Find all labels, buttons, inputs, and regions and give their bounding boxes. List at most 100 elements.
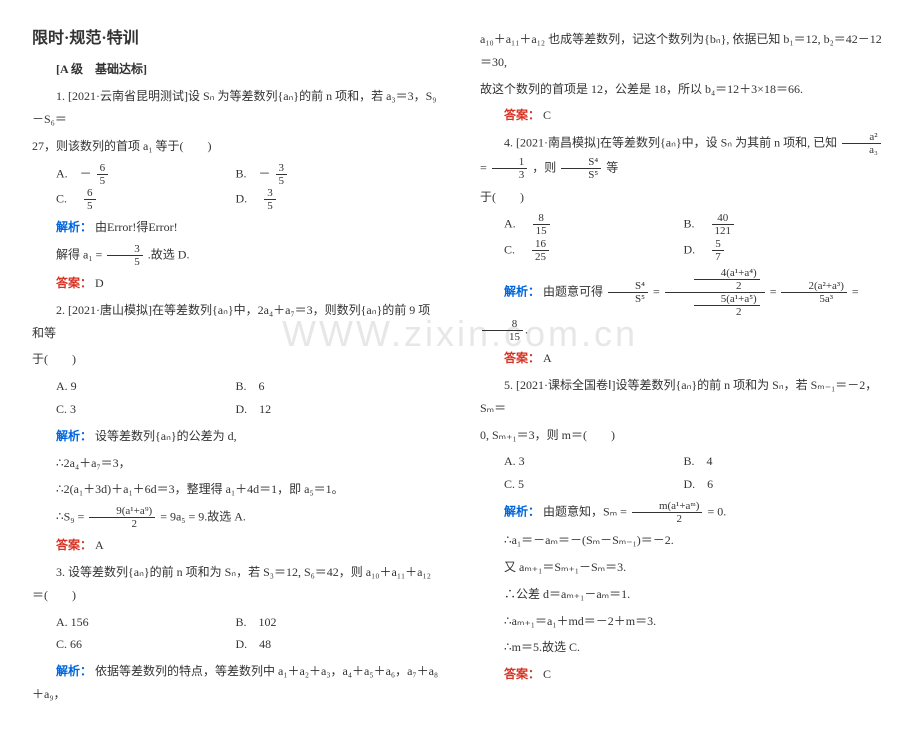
q5-choices-row1: A. 3 B. 4 xyxy=(480,450,888,473)
q1-choices-row2: C. 65 D. 35 xyxy=(32,187,440,212)
q2-choices-row1: A. 9 B. 6 xyxy=(32,375,440,398)
q5-choice-d: D. 6 xyxy=(684,473,864,496)
q1-choice-b: B. － 35 xyxy=(236,162,416,187)
choice-label: B. － xyxy=(236,166,271,180)
q4-choices-row2: C. 1625 D. 57 xyxy=(480,238,888,263)
q2-stem-a: 2. [2021·唐山模拟]在等差数列{aₙ}中，2a₄＋a₇＝3，则数列{aₙ… xyxy=(32,299,440,345)
q3-choice-a: A. 156 xyxy=(32,611,236,634)
analysis-label: 解析： xyxy=(504,504,540,518)
q2-answer: 答案： A xyxy=(32,534,440,557)
choice-label: D. xyxy=(236,191,260,205)
fraction: 9(a¹+a⁹)2 xyxy=(89,505,155,530)
q2-analysis-4: ∴S₉ = 9(a¹+a⁹)2 = 9a₅ = 9.故选 A. xyxy=(32,505,440,530)
q2-choice-b: B. 6 xyxy=(236,375,416,398)
fraction: a²a₃ xyxy=(842,131,881,156)
fraction: 65 xyxy=(97,162,109,187)
q4-choice-d: D. 57 xyxy=(684,238,864,263)
q4-choices-row1: A. 815 B. 40121 xyxy=(480,212,888,237)
left-column: 限时·规范·特训 [A 级 基础达标] 1. [2021·云南省昆明测试]设 S… xyxy=(32,24,440,710)
analysis-label: 解析： xyxy=(504,284,540,298)
analysis-text: 由Error!得Error! xyxy=(95,220,178,234)
q4-choice-b: B. 40121 xyxy=(684,212,864,237)
q4-choice-c: C. 1625 xyxy=(480,238,684,263)
fraction: 4(a¹+a⁴)2 xyxy=(694,267,760,292)
q3-analysis-3: 故这个数列的首项是 12，公差是 18，所以 b₄＝12＋3×18＝66. xyxy=(480,78,888,101)
analysis-label: 解析： xyxy=(56,220,92,234)
answer-label: 答案： xyxy=(504,351,540,365)
q2-choices-row2: C. 3 D. 12 xyxy=(32,398,440,421)
choice-label: C. xyxy=(504,242,527,256)
fraction: 40121 xyxy=(712,212,735,237)
q1-answer: 答案： D xyxy=(32,272,440,295)
q5-choice-a: A. 3 xyxy=(480,450,684,473)
q4-answer: 答案： A xyxy=(480,347,888,370)
q4-stem-b: 于( ) xyxy=(480,186,888,209)
text: = 0. xyxy=(707,504,726,518)
fraction: 2(a²+a³)5a³ xyxy=(781,280,846,305)
q1-stem-b: 27，则该数列的首项 a₁ 等于( ) xyxy=(32,135,440,158)
q2-choice-a: A. 9 xyxy=(32,375,236,398)
q5-stem-b: 0, Sₘ₊₁＝3，则 m＝( ) xyxy=(480,424,888,447)
answer-value: C xyxy=(543,667,551,681)
text: 设等差数列{aₙ}的公差为 d, xyxy=(95,429,237,443)
q3-choice-d: D. 48 xyxy=(236,633,416,656)
q3-choice-c: C. 66 xyxy=(32,633,236,656)
answer-value: A xyxy=(543,351,552,365)
q5-analysis-4: ∴公差 d＝aₘ₊₁－aₘ＝1. xyxy=(480,583,888,606)
choice-label: A. － xyxy=(56,166,92,180)
fraction: 65 xyxy=(84,187,96,212)
q1-choices-row1: A. － 65 B. － 35 xyxy=(32,162,440,187)
q5-choices-row2: C. 5 D. 6 xyxy=(480,473,888,496)
fraction: 1625 xyxy=(532,238,549,263)
q3-analysis-1: 解析： 依据等差数列的特点，等差数列中 a₁＋a₂＋a₃，a₄＋a₅＋a₆，a₇… xyxy=(32,660,440,706)
q3-answer: 答案： C xyxy=(480,104,888,127)
text: = 9a₅ = 9.故选 A. xyxy=(160,509,246,523)
fraction: S⁴S⁵ xyxy=(608,280,648,305)
answer-label: 答案： xyxy=(504,108,540,122)
q3-stem: 3. 设等差数列{aₙ}的前 n 项和为 Sₙ，若 S₃＝12, S₆＝42，则… xyxy=(32,561,440,607)
fraction: 35 xyxy=(276,162,288,187)
two-column-layout: 限时·规范·特训 [A 级 基础达标] 1. [2021·云南省昆明测试]设 S… xyxy=(32,24,888,710)
text: 依据等差数列的特点，等差数列中 a₁＋a₂＋a₃，a₄＋a₅＋a₆，a₇＋a₈＋… xyxy=(32,664,438,701)
q2-analysis-1: 解析： 设等差数列{aₙ}的公差为 d, xyxy=(32,425,440,448)
fraction: S⁴S⁵ xyxy=(561,156,601,181)
q2-choice-d: D. 12 xyxy=(236,398,416,421)
q5-analysis-2: ∴a₁＝－aₘ＝－(Sₘ－Sₘ₋₁)＝－2. xyxy=(480,529,888,552)
q1-choice-d: D. 35 xyxy=(236,187,416,212)
q5-choice-c: C. 5 xyxy=(480,473,684,496)
choice-label: A. xyxy=(504,217,528,231)
q2-analysis-2: ∴2a₄＋a₇＝3， xyxy=(32,452,440,475)
text: 等 xyxy=(606,161,618,175)
text: .故选 D. xyxy=(148,247,190,261)
answer-label: 答案： xyxy=(56,276,92,290)
text: ，则 xyxy=(532,161,556,175)
q5-stem-a: 5. [2021·课标全国卷Ⅰ]设等差数列{aₙ}的前 n 项和为 Sₙ，若 S… xyxy=(480,374,888,420)
q3-analysis-2: a₁₀＋a₁₁＋a₁₂ 也成等差数列，记这个数列为{bₙ}, 依据已知 b₁＝1… xyxy=(480,28,888,74)
text: 解得 a₁ = xyxy=(56,247,102,261)
fraction: 4(a¹+a⁴)2 5(a¹+a⁵)2 xyxy=(665,267,765,318)
fraction: m(a¹+aᵐ)2 xyxy=(632,500,703,525)
fraction: 815 xyxy=(533,212,550,237)
q2-choice-c: C. 3 xyxy=(32,398,236,421)
q5-choice-b: B. 4 xyxy=(684,450,864,473)
answer-label: 答案： xyxy=(56,538,92,552)
level-header: [A 级 基础达标] xyxy=(32,58,440,81)
q3-choices-row1: A. 156 B. 102 xyxy=(32,611,440,634)
right-column: a₁₀＋a₁₁＋a₁₂ 也成等差数列，记这个数列为{bₙ}, 依据已知 b₁＝1… xyxy=(480,24,888,710)
q5-answer: 答案： C xyxy=(480,663,888,686)
q1-solve: 解得 a₁ = 35 .故选 D. xyxy=(32,243,440,268)
text: ∴S₉ = xyxy=(56,509,84,523)
choice-label: D. xyxy=(684,242,708,256)
choice-label: B. xyxy=(684,217,707,231)
text: = xyxy=(480,161,490,175)
page-title: 限时·规范·特训 xyxy=(32,24,440,54)
q4-analysis: 解析： 由题意可得 S⁴S⁵ = 4(a¹+a⁴)2 5(a¹+a⁵)2 = 2… xyxy=(480,267,888,344)
analysis-label: 解析： xyxy=(56,664,92,678)
q1-choice-a: A. － 65 xyxy=(32,162,236,187)
answer-value: D xyxy=(95,276,104,290)
q5-analysis-1: 解析： 由题意知，Sₘ = m(a¹+aᵐ)2 = 0. xyxy=(480,500,888,525)
fraction: 35 xyxy=(264,187,276,212)
q5-analysis-6: ∴m＝5.故选 C. xyxy=(480,636,888,659)
q5-analysis-3: 又 aₘ₊₁＝Sₘ₊₁－Sₘ＝3. xyxy=(480,556,888,579)
q2-stem-b: 于( ) xyxy=(32,348,440,371)
